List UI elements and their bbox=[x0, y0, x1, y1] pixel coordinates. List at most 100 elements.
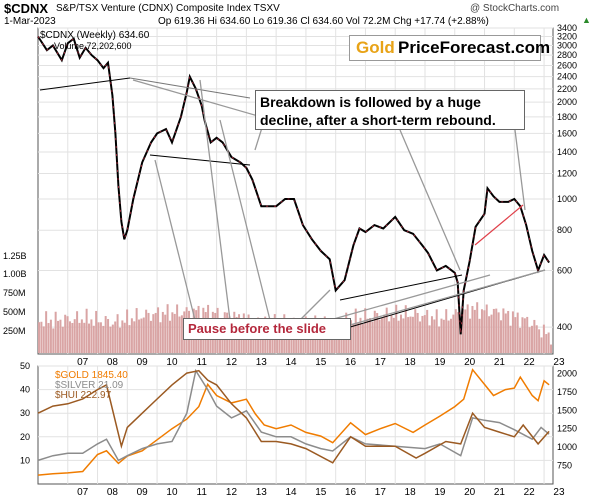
volume-bar bbox=[366, 318, 369, 353]
volume-bar bbox=[118, 327, 121, 353]
volume-bar bbox=[438, 326, 441, 353]
volume-bar bbox=[52, 328, 55, 353]
symbol-title: $CDNX bbox=[4, 1, 49, 16]
volume-bar bbox=[299, 327, 302, 353]
lower-x-tick-label: 18 bbox=[405, 487, 417, 498]
volume-bar bbox=[359, 317, 362, 353]
volume-bar bbox=[180, 315, 183, 353]
lower-x-tick-label: 16 bbox=[345, 487, 357, 498]
volume-bar bbox=[490, 314, 493, 353]
volume-bar bbox=[476, 302, 479, 353]
legend-silver-text: $SILVER 21.09 bbox=[55, 380, 124, 391]
volume-bar bbox=[376, 312, 379, 353]
volume-bar bbox=[68, 321, 71, 353]
lower-right-tick-label: 1750 bbox=[557, 387, 577, 397]
volume-bar bbox=[66, 316, 69, 353]
cdnx-price-line bbox=[37, 35, 550, 335]
volume-bar bbox=[271, 328, 274, 353]
main-price-panel: 07 08 09 10 11 12 13 14 15 16 17 18 19 20 21 22 23 400 600… bbox=[3, 23, 577, 368]
volume-bar bbox=[126, 309, 129, 353]
lower-left-tick-label: 10 bbox=[20, 455, 30, 465]
lower-left-tick-label: 30 bbox=[20, 408, 30, 418]
legend-hui-text: $HUI 222.97 bbox=[55, 390, 112, 401]
volume-bar bbox=[519, 327, 522, 353]
volume-bar bbox=[240, 328, 243, 353]
volume-bar bbox=[130, 318, 133, 353]
volume-bar bbox=[147, 312, 150, 353]
main-y-tick-label: 1200 bbox=[557, 169, 577, 179]
lower-right-tick-label: 1250 bbox=[557, 424, 577, 434]
volume-bar bbox=[392, 317, 395, 353]
volume-bar bbox=[471, 305, 474, 353]
volume-bar bbox=[433, 319, 436, 353]
volume-bar bbox=[76, 311, 79, 353]
volume-bar bbox=[171, 312, 174, 353]
volume-bar bbox=[109, 326, 112, 353]
main-y-tick-label: 3200 bbox=[557, 31, 577, 41]
volume-bar bbox=[111, 324, 114, 353]
main-y-tick-label: 2000 bbox=[557, 97, 577, 107]
volume-bar bbox=[492, 308, 495, 353]
lower-left-tick-label: 40 bbox=[20, 385, 30, 395]
header-date: 1-Mar-2023 bbox=[4, 16, 56, 27]
volume-tick-label: 500M bbox=[3, 307, 26, 317]
volume-tick-label: 1.25B bbox=[3, 251, 27, 261]
volume-bar bbox=[330, 330, 333, 353]
volume-bar bbox=[416, 312, 419, 353]
volume-bar bbox=[138, 319, 141, 353]
lower-x-tick-label: 17 bbox=[375, 487, 387, 498]
main-y-tick-label: 400 bbox=[557, 322, 572, 332]
volume-bar bbox=[290, 329, 293, 353]
volume-bar bbox=[157, 307, 160, 353]
volume-bar bbox=[154, 312, 157, 353]
main-x-tick-label: 08 bbox=[107, 357, 119, 368]
volume-bar bbox=[385, 307, 388, 353]
volume-bar bbox=[373, 310, 376, 353]
main-x-tick-label: 23 bbox=[553, 357, 565, 368]
volume-bar bbox=[64, 314, 67, 353]
main-x-tick-label: 21 bbox=[494, 357, 506, 368]
volume-bar bbox=[149, 320, 152, 353]
volume-bar bbox=[442, 319, 445, 353]
volume-bar bbox=[97, 322, 100, 353]
volume-bar bbox=[538, 329, 541, 353]
volume-bar bbox=[497, 312, 500, 353]
volume-bar bbox=[95, 310, 98, 353]
lower-right-tick-label: 2000 bbox=[557, 368, 577, 378]
volume-bar bbox=[509, 325, 512, 353]
lower-right-tick-label: 1500 bbox=[557, 405, 577, 415]
volume-bar bbox=[369, 318, 372, 353]
volume-bar bbox=[545, 334, 548, 353]
volume-bar bbox=[500, 320, 503, 353]
volume-bar bbox=[483, 310, 486, 353]
lower-right-tick-label: 750 bbox=[557, 461, 572, 471]
volume-bar bbox=[407, 317, 410, 353]
lower-x-tick-label: 07 bbox=[77, 487, 89, 498]
annotation-pointer-line bbox=[329, 274, 491, 321]
volume-bar bbox=[316, 327, 319, 353]
volume-bar bbox=[488, 316, 491, 353]
volume-bar bbox=[466, 304, 469, 353]
volume-bar bbox=[88, 323, 91, 353]
volume-bar bbox=[445, 309, 448, 353]
main-panel-frame bbox=[37, 27, 554, 355]
volume-bar bbox=[178, 316, 181, 353]
volume-bar bbox=[173, 313, 176, 353]
volume-bar bbox=[176, 304, 179, 353]
lower-left-tick-label: 50 bbox=[20, 361, 30, 371]
volume-bar bbox=[114, 321, 117, 353]
main-x-tick-label: 12 bbox=[226, 357, 238, 368]
volume-bar bbox=[485, 304, 488, 353]
annotation-pointer-line bbox=[154, 159, 196, 321]
volume-bar bbox=[71, 322, 74, 353]
volume-bar bbox=[461, 309, 464, 353]
volume-bar bbox=[54, 311, 57, 353]
annotation-pointer-line bbox=[514, 129, 526, 211]
volume-bar bbox=[354, 308, 357, 353]
support-line-2012 bbox=[149, 154, 251, 166]
main-x-tick-label: 13 bbox=[256, 357, 268, 368]
main-x-tick-label: 16 bbox=[345, 357, 357, 368]
volume-tick-label: 750M bbox=[3, 288, 26, 298]
volume-bar bbox=[550, 344, 553, 353]
volume-bar bbox=[504, 313, 507, 353]
